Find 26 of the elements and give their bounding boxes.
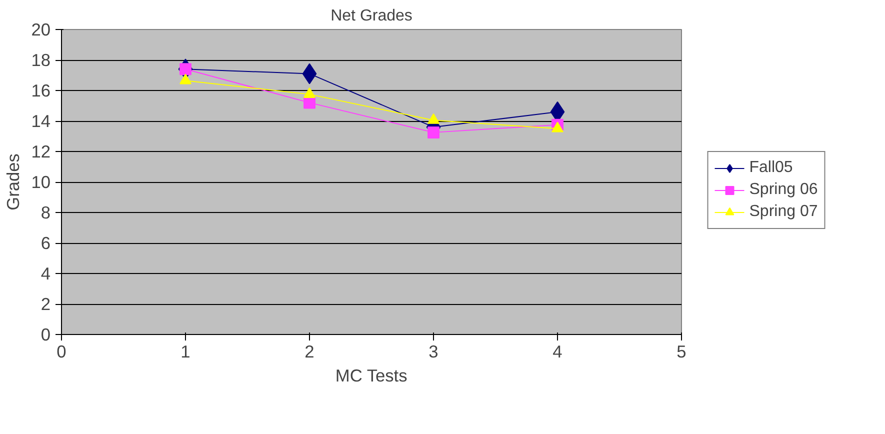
y-tick-label: 10: [31, 172, 51, 192]
y-tick-label: 18: [31, 50, 51, 70]
x-tick-label: 3: [428, 342, 438, 362]
legend-label: Spring 06: [749, 181, 818, 199]
point: [428, 113, 440, 124]
y-tick-label: 12: [31, 142, 51, 162]
x-axis-title: MC Tests: [335, 366, 408, 386]
y-tick-label: 16: [31, 80, 51, 100]
point: [428, 126, 440, 138]
x-tick-label: 4: [552, 342, 563, 362]
x-tick-label: 5: [676, 342, 686, 362]
chart-title: Net Grades: [330, 8, 412, 24]
y-tick-label: 8: [40, 202, 51, 222]
y-tick-label: 2: [40, 294, 51, 314]
y-tick-label: 20: [31, 20, 51, 40]
x-tick-label: 2: [304, 342, 314, 362]
y-tick-label: 0: [40, 324, 51, 344]
y-tick-label: 6: [40, 233, 51, 253]
x-tick-label: 1: [180, 342, 190, 362]
point: [552, 122, 564, 132]
legend-label: Spring 07: [749, 203, 818, 221]
y-axis-title: Grades: [3, 153, 24, 210]
y-tick-label: 4: [40, 264, 51, 284]
y-tick-label: 14: [31, 111, 51, 131]
x-tick-label: 0: [56, 342, 66, 362]
legend-label: Fall05: [749, 159, 793, 177]
